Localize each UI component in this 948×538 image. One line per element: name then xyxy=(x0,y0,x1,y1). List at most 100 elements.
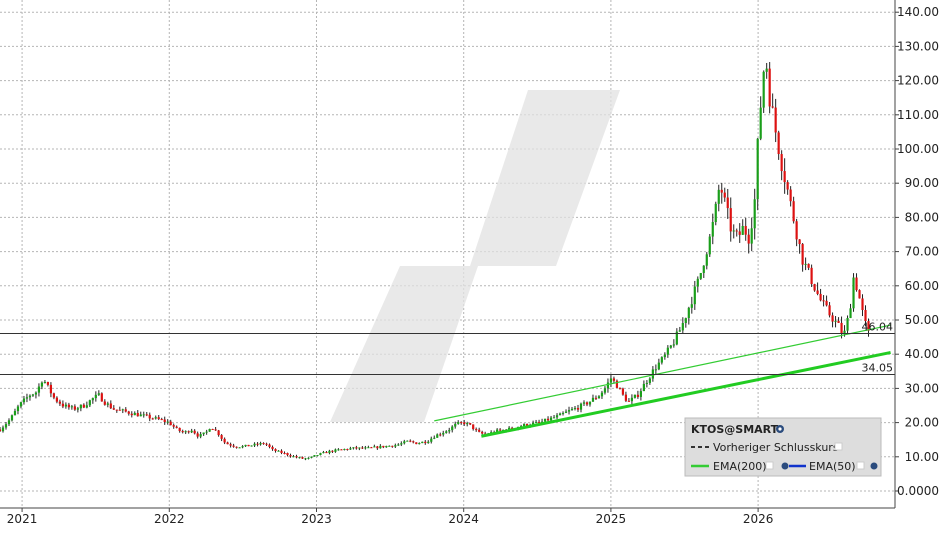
grid xyxy=(0,0,895,508)
legend-checkbox-ema200[interactable] xyxy=(765,461,774,470)
candle-up xyxy=(418,443,421,445)
candle-down xyxy=(103,401,106,405)
candle-up xyxy=(79,404,82,409)
candle-up xyxy=(334,449,337,452)
candle-down xyxy=(585,402,589,405)
candle-up xyxy=(609,378,613,383)
candle-up xyxy=(672,344,675,346)
candle-down xyxy=(193,430,196,434)
candle-up xyxy=(702,265,705,273)
reference-line-label: 34.05 xyxy=(862,362,894,375)
candle-up xyxy=(717,189,720,204)
candle-down xyxy=(855,277,858,291)
candle-down xyxy=(636,394,640,397)
candle-down xyxy=(546,418,550,421)
candle-up xyxy=(496,429,499,433)
candle-up xyxy=(343,449,346,451)
candle-down xyxy=(118,409,121,411)
candle-down xyxy=(67,404,70,408)
candle-up xyxy=(292,456,295,458)
candle-down xyxy=(355,447,358,449)
candle-up xyxy=(313,455,316,457)
candle-up xyxy=(304,458,307,460)
candle-up xyxy=(241,446,244,448)
candle-down xyxy=(837,320,840,323)
axes: 140.00 130.00 120.00 110.00 100.00 90.00 80.00… xyxy=(0,0,939,526)
candle-down xyxy=(46,381,50,385)
y-tick-label: 10.00 xyxy=(905,450,939,464)
candle-down xyxy=(472,424,475,430)
candle-up xyxy=(558,413,562,416)
candle-down xyxy=(175,426,178,428)
candle-up xyxy=(352,447,355,449)
candle-down xyxy=(301,457,304,459)
candle-down xyxy=(235,446,238,448)
candle-down xyxy=(340,449,343,451)
candle-up xyxy=(648,378,651,383)
candle-down xyxy=(196,433,199,437)
trendline-upper xyxy=(434,324,891,422)
reference-line-label: 46.04 xyxy=(862,321,894,334)
candle-down xyxy=(217,430,220,436)
candle-up xyxy=(406,440,409,442)
candle-up xyxy=(349,448,352,450)
y-tick-label: 0.0000 xyxy=(897,484,939,498)
candle-down xyxy=(247,444,250,447)
y-tick-label: 20.00 xyxy=(905,416,939,430)
candle-down xyxy=(618,387,622,389)
candle-up xyxy=(19,402,23,407)
candle-down xyxy=(822,300,825,302)
candle-down xyxy=(816,290,819,294)
candle-down xyxy=(412,441,415,443)
candle-down xyxy=(424,441,427,444)
candle-up xyxy=(849,308,852,319)
candle-down xyxy=(720,189,723,193)
y-tick-label: 30.00 xyxy=(905,381,939,395)
candle-down xyxy=(783,171,786,183)
candle-down xyxy=(295,456,298,458)
legend: KTOS@SMART Vorheriger Schlusskurs EMA(20… xyxy=(684,417,882,477)
candle-up xyxy=(373,446,376,448)
candle-up xyxy=(31,394,35,396)
candle-down xyxy=(178,427,181,432)
candle-up xyxy=(70,406,73,408)
candle-up xyxy=(16,406,20,412)
candle-down xyxy=(795,221,798,240)
candle-down xyxy=(160,419,163,421)
legend-checkbox-prev-close[interactable] xyxy=(834,442,843,451)
candle-up xyxy=(238,447,241,449)
candle-down xyxy=(100,393,103,402)
candle-up xyxy=(573,407,577,409)
candle-up xyxy=(654,369,657,371)
candle-down xyxy=(789,189,792,202)
candle-down xyxy=(232,445,235,447)
candle-up xyxy=(40,382,44,387)
candle-down xyxy=(286,452,289,456)
candle-up xyxy=(603,388,607,393)
candle-up xyxy=(88,400,91,406)
candle-up xyxy=(531,422,535,426)
candle-up xyxy=(540,421,544,423)
legend-label-prev-close: Vorheriger Schlusskurs xyxy=(713,441,839,454)
candle-down xyxy=(361,447,364,449)
candle-down xyxy=(813,284,816,291)
candle-up xyxy=(657,362,660,370)
candle-up xyxy=(397,444,400,446)
candle-down xyxy=(481,431,484,434)
candle-down xyxy=(214,429,217,431)
y-tick-label: 120.00 xyxy=(897,74,939,88)
candle-down xyxy=(744,225,747,235)
candle-down xyxy=(130,413,133,416)
legend-checkbox-ema50[interactable] xyxy=(856,461,865,470)
candle-down xyxy=(220,435,223,439)
candle-up xyxy=(358,447,361,449)
candle-up xyxy=(555,415,559,418)
candle-up xyxy=(534,421,538,423)
candle-down xyxy=(58,401,61,404)
candle-down xyxy=(864,309,867,322)
candle-up xyxy=(597,396,601,399)
candle-down xyxy=(831,315,834,322)
candle-up xyxy=(687,307,690,319)
candle-up xyxy=(591,397,595,402)
